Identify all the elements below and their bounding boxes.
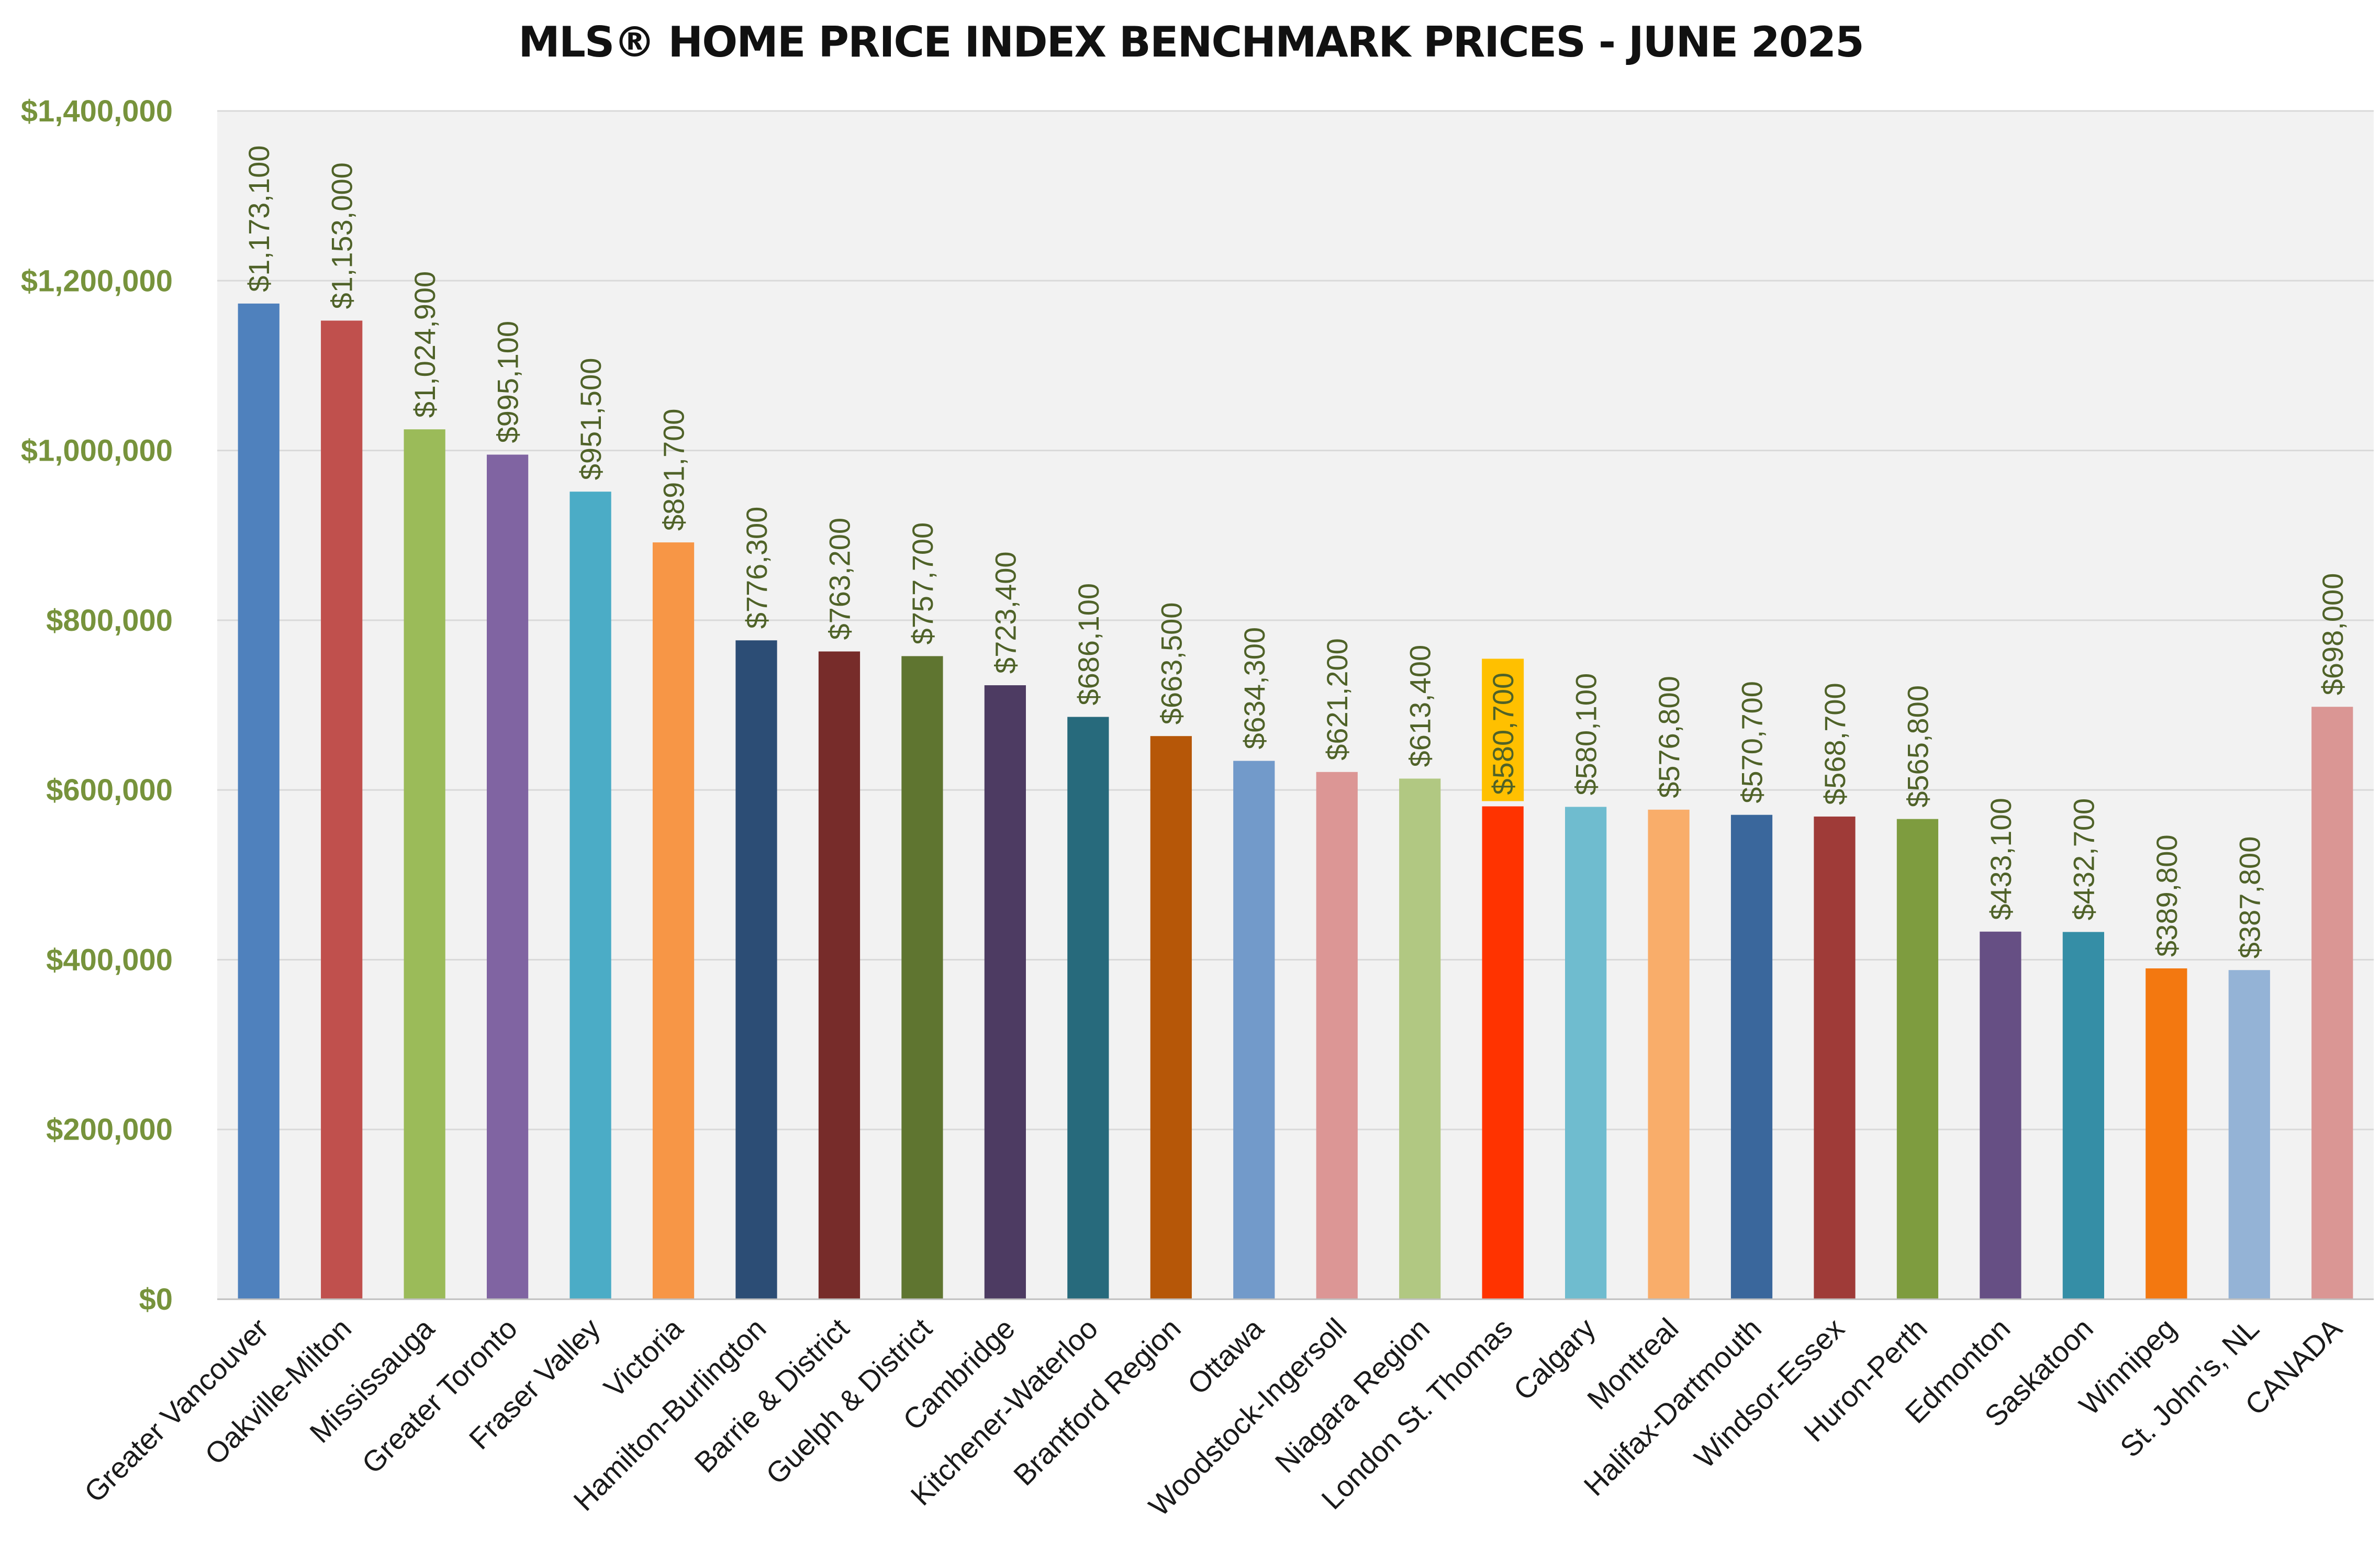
data-labels: $1,173,100 $1,153,000 $1,024,900 $995,100 $9… xyxy=(242,146,2349,959)
chart-title: MLS® HOME PRICE INDEX BENCHMARK PRICES -… xyxy=(518,18,1863,66)
bar xyxy=(569,492,611,1299)
data-label: $389,800 xyxy=(2150,834,2183,957)
bar xyxy=(321,320,363,1299)
data-label: $634,300 xyxy=(1238,627,1271,750)
bar xyxy=(2311,707,2353,1299)
data-label: $1,153,000 xyxy=(326,162,359,309)
data-label: $757,700 xyxy=(906,522,939,645)
x-tick-label: Oakville-Milton xyxy=(198,1312,357,1471)
bar xyxy=(1730,815,1773,1299)
data-label: $663,500 xyxy=(1155,603,1188,725)
data-label: $723,400 xyxy=(989,551,1022,674)
data-label: $621,200 xyxy=(1321,638,1354,761)
bar xyxy=(1565,807,1607,1299)
bar xyxy=(818,651,861,1299)
data-label: $891,700 xyxy=(657,409,690,531)
highlight-label-background xyxy=(1482,659,1524,801)
bar xyxy=(2228,970,2270,1299)
data-label: $387,800 xyxy=(2233,836,2266,959)
bar xyxy=(1896,819,1939,1299)
x-axis-tick-labels: Greater VancouverOakville-MiltonMississa… xyxy=(78,1311,2349,1522)
data-label: $613,400 xyxy=(1404,645,1437,767)
data-label: $580,700 xyxy=(1487,673,1519,795)
data-label: $776,300 xyxy=(740,507,773,629)
x-tick-label: Barrie & District xyxy=(688,1312,855,1479)
bar xyxy=(1150,736,1192,1299)
bar xyxy=(1814,816,1856,1299)
y-tick-label: $1,000,000 xyxy=(21,434,173,468)
data-label: $763,200 xyxy=(823,518,856,640)
data-label: $568,700 xyxy=(1818,683,1851,805)
data-label: $686,100 xyxy=(1072,583,1105,706)
data-label: $570,700 xyxy=(1736,681,1769,804)
y-tick-label: $200,000 xyxy=(46,1113,173,1147)
bar xyxy=(984,685,1026,1299)
data-label: $576,800 xyxy=(1652,676,1685,798)
bar xyxy=(238,303,280,1300)
data-label: $432,700 xyxy=(2067,798,2100,921)
data-label: $951,500 xyxy=(574,358,607,481)
bar xyxy=(1316,772,1358,1299)
y-tick-label: $1,200,000 xyxy=(21,264,173,298)
data-label: $433,100 xyxy=(1984,798,2017,920)
bar xyxy=(1482,806,1524,1299)
bar xyxy=(1980,931,2021,1299)
plot-area xyxy=(217,111,2374,1299)
bar xyxy=(735,640,777,1299)
y-tick-label: $400,000 xyxy=(46,943,173,977)
y-tick-label: $0 xyxy=(139,1282,173,1316)
x-tick-label: Windsor-Essex xyxy=(1688,1312,1851,1475)
y-axis-tick-labels: $0 $200,000 $400,000 $600,000 $800,000 $1,000… xyxy=(21,94,173,1316)
bar xyxy=(1399,778,1441,1299)
x-tick-label: Greater Toronto xyxy=(355,1312,523,1480)
data-label: $565,800 xyxy=(1901,685,1934,808)
y-tick-label: $600,000 xyxy=(46,773,173,807)
bar xyxy=(1648,809,1690,1299)
data-label: $580,100 xyxy=(1570,673,1603,796)
data-label: $995,100 xyxy=(491,321,524,443)
bar xyxy=(404,429,445,1299)
data-label: $1,173,100 xyxy=(242,146,275,292)
bar xyxy=(2062,932,2104,1299)
x-tick-label: Niagara Region xyxy=(1268,1312,1436,1479)
bar xyxy=(2146,968,2187,1299)
y-tick-label: $1,400,000 xyxy=(21,94,173,128)
bar xyxy=(487,454,529,1300)
bar xyxy=(1067,717,1109,1299)
bar-series xyxy=(238,303,2353,1300)
data-label: $698,000 xyxy=(2316,573,2349,696)
data-label: $1,024,900 xyxy=(408,271,441,418)
bar xyxy=(652,542,695,1299)
bar xyxy=(901,656,943,1299)
bar xyxy=(1233,761,1275,1299)
y-tick-label: $800,000 xyxy=(46,604,173,638)
